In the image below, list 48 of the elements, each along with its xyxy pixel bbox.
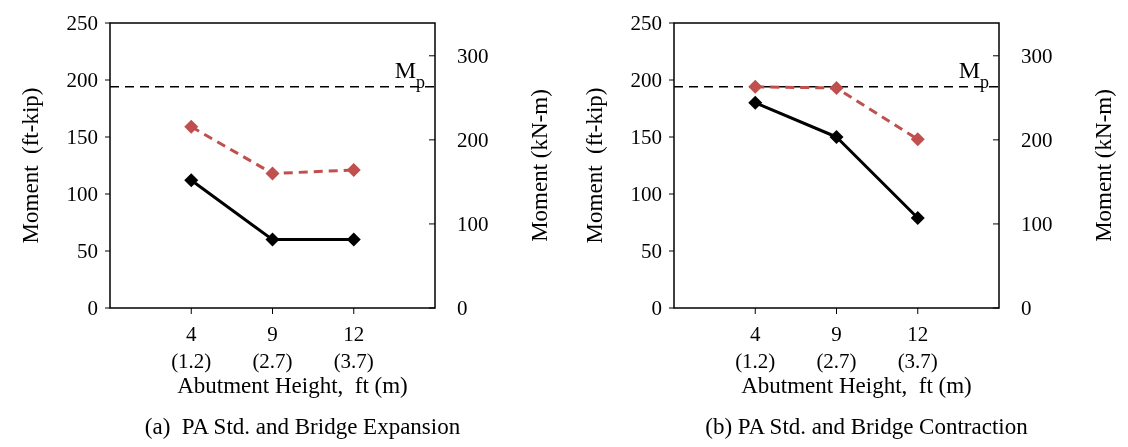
point — [829, 80, 844, 95]
y-tick-label: 0 — [87, 296, 98, 321]
x-tick-label: 9 (2.7) — [252, 322, 293, 373]
y-tick-label: 100 — [66, 182, 98, 207]
y-tick-label: 150 — [66, 125, 98, 150]
y-tick-label: 200 — [630, 68, 662, 93]
y2-tick-label: 200 — [1021, 128, 1053, 153]
y-tick-label: 50 — [641, 239, 662, 264]
point — [346, 232, 361, 247]
y-tick-label: 0 — [651, 296, 662, 321]
y-tick-label: 200 — [66, 68, 98, 93]
y2-tick-label: 0 — [1021, 296, 1032, 321]
x-tick-label: 12 (3.7) — [897, 322, 938, 373]
x-tick-label: 4 (1.2) — [171, 322, 212, 373]
point — [346, 163, 361, 178]
y-tick-label: 250 — [66, 11, 98, 36]
y-axis-title: Moment (ft-kip) — [18, 87, 43, 244]
point — [184, 173, 199, 188]
x-axis-title: Abutment Height, ft (m) — [177, 373, 408, 398]
ref-line-label: M$_{p}$ — [394, 56, 425, 92]
y2-tick-label: 0 — [457, 296, 468, 321]
y2-tick-label: 200 — [457, 128, 489, 153]
y-axis-title: Moment (ft-kip) — [582, 87, 607, 244]
y2-tick-label: 300 — [1021, 44, 1053, 69]
y2-tick-label: 300 — [457, 44, 489, 69]
point — [910, 210, 925, 225]
y-tick-label: 250 — [630, 11, 662, 36]
point — [184, 119, 199, 134]
point — [829, 130, 844, 144]
y-tick-label: 150 — [630, 125, 662, 150]
text: (b) PA Std. and Bridge Contraction — [705, 414, 1029, 439]
y-tick-label: 50 — [77, 239, 98, 264]
y2-axis-title: Moment (kN-m) — [527, 89, 552, 242]
point — [748, 79, 763, 94]
x-tick-label: 4 (1.2) — [735, 322, 776, 373]
y2-tick-label: 100 — [1021, 212, 1053, 237]
y-tick-label: 100 — [630, 182, 662, 207]
point — [910, 132, 925, 147]
point — [748, 95, 763, 110]
x-tick-label: 12 (3.7) — [333, 322, 374, 373]
text: (a) PA Std. and Bridge Expansion — [144, 414, 461, 439]
x-tick-label: 9 (2.7) — [816, 322, 857, 373]
x-axis-title: Abutment Height, ft (m) — [741, 373, 972, 398]
point — [265, 232, 280, 247]
y2-tick-label: 100 — [457, 212, 489, 237]
point — [265, 166, 280, 181]
ref-line-label: M$_{p}$ — [958, 56, 989, 92]
y2-axis-title: Moment (kN-m) — [1091, 89, 1116, 242]
